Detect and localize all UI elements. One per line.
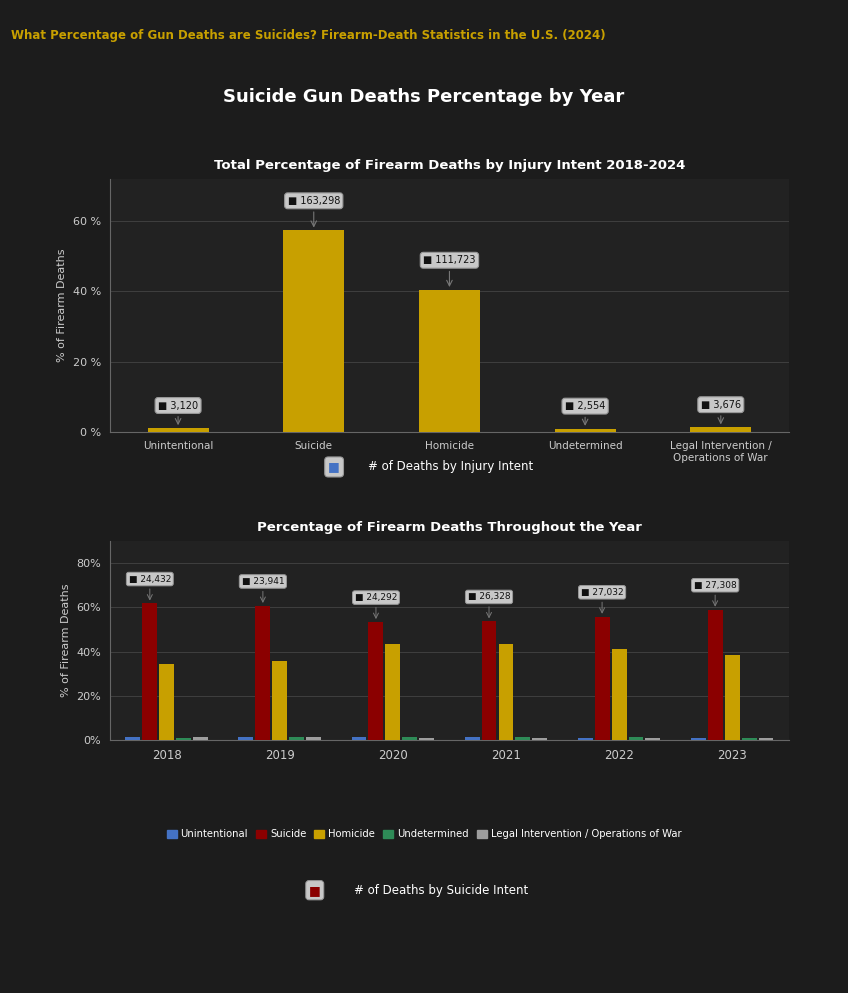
- Bar: [419, 290, 480, 432]
- Bar: [386, 644, 400, 740]
- Bar: [611, 649, 627, 740]
- Bar: [691, 738, 706, 740]
- Text: ■ 24,292: ■ 24,292: [354, 593, 397, 618]
- Bar: [289, 738, 304, 740]
- Bar: [742, 738, 756, 740]
- Text: What Percentage of Gun Deaths are Suicides? Firearm-Death Statistics in the U.S.: What Percentage of Gun Deaths are Suicid…: [11, 29, 605, 42]
- Text: ■: ■: [328, 461, 340, 474]
- Text: ■ 111,723: ■ 111,723: [423, 255, 476, 286]
- Bar: [176, 738, 191, 740]
- Bar: [628, 738, 644, 740]
- Bar: [193, 737, 208, 740]
- Bar: [126, 737, 140, 740]
- Text: ■ 27,308: ■ 27,308: [694, 581, 737, 606]
- Text: ■ 23,941: ■ 23,941: [242, 577, 284, 602]
- Legend: Unintentional, Suicide, Homicide, Undetermined, Legal Intervention / Operations : Unintentional, Suicide, Homicide, Undete…: [166, 829, 682, 839]
- Bar: [708, 610, 722, 740]
- Bar: [352, 737, 366, 740]
- Text: ■ 3,120: ■ 3,120: [158, 400, 198, 424]
- Bar: [645, 738, 661, 740]
- Text: ■: ■: [309, 884, 321, 897]
- Bar: [725, 655, 739, 740]
- Bar: [555, 429, 616, 432]
- Y-axis label: % of Firearm Deaths: % of Firearm Deaths: [58, 248, 67, 362]
- Bar: [238, 737, 254, 740]
- Bar: [577, 738, 593, 740]
- Bar: [516, 738, 530, 740]
- Y-axis label: % of Firearm Deaths: % of Firearm Deaths: [61, 584, 71, 697]
- Bar: [759, 738, 773, 740]
- Bar: [148, 428, 209, 432]
- Bar: [594, 617, 610, 740]
- Text: ■ 24,432: ■ 24,432: [129, 575, 171, 600]
- Bar: [306, 738, 321, 740]
- Text: # of Deaths by Injury Intent: # of Deaths by Injury Intent: [368, 461, 533, 474]
- Bar: [142, 604, 157, 740]
- Bar: [283, 230, 344, 432]
- Title: Percentage of Firearm Deaths Throughout the Year: Percentage of Firearm Deaths Throughout …: [257, 521, 642, 534]
- Bar: [403, 737, 417, 740]
- Bar: [420, 738, 434, 740]
- Title: Total Percentage of Firearm Deaths by Injury Intent 2018-2024: Total Percentage of Firearm Deaths by In…: [214, 159, 685, 172]
- Text: ■ 3,676: ■ 3,676: [700, 400, 741, 423]
- Bar: [690, 427, 751, 432]
- Bar: [159, 663, 174, 740]
- Text: ■ 2,554: ■ 2,554: [565, 401, 605, 425]
- Bar: [369, 622, 383, 740]
- Text: ■ 26,328: ■ 26,328: [468, 593, 510, 618]
- Text: Suicide Gun Deaths Percentage by Year: Suicide Gun Deaths Percentage by Year: [223, 87, 625, 106]
- Bar: [272, 660, 287, 740]
- Bar: [482, 622, 496, 740]
- Text: # of Deaths by Suicide Intent: # of Deaths by Suicide Intent: [354, 884, 528, 897]
- Bar: [533, 738, 547, 740]
- Bar: [255, 606, 271, 740]
- Text: ■ 27,032: ■ 27,032: [581, 588, 623, 613]
- Bar: [465, 737, 479, 740]
- Bar: [499, 644, 513, 740]
- Text: ■ 163,298: ■ 163,298: [287, 196, 340, 226]
